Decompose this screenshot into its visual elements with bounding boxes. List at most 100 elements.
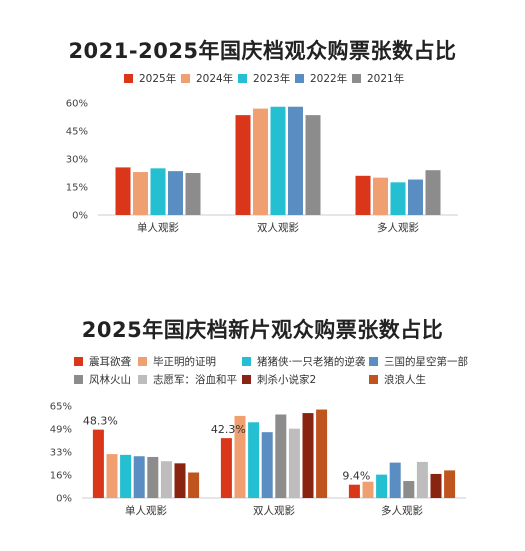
x-category-label: 多人观影: [377, 221, 419, 234]
legend-label: 毕正明的证明: [153, 356, 216, 368]
legend-swatch: [138, 357, 147, 366]
bar: [270, 106, 286, 215]
bar: [444, 470, 456, 498]
chart-2021-2025: 2021-2025年国庆档观众购票张数占比 2025年 2024年 2023年 202…: [0, 0, 525, 270]
legend-swatch: [181, 74, 190, 83]
data-label: 48.3%: [83, 415, 118, 428]
bar: [389, 462, 401, 498]
bar: [92, 429, 104, 498]
legend-swatch: [138, 375, 147, 384]
legend-label: 浪浪人生: [384, 374, 426, 386]
bar: [305, 115, 321, 215]
bar: [416, 461, 428, 498]
y-tick-label: 65%: [50, 402, 72, 413]
bar: [362, 481, 374, 498]
y-tick-label: 45%: [66, 127, 88, 138]
y-tick-label: 49%: [50, 425, 72, 436]
bar: [160, 461, 172, 498]
y-tick-label: 15%: [66, 183, 88, 194]
bar: [120, 454, 132, 498]
legend-label: 2022年: [310, 73, 348, 85]
bar-chart-plot: 0% 16% 33% 49% 65% 单人观影 48.3% 双人观影 42.3% 多人观影 9.4%: [50, 402, 466, 517]
y-tick-label: 33%: [50, 448, 72, 459]
bar: [235, 115, 251, 215]
legend-item: 三国的星空第一部: [369, 354, 468, 369]
chart-title: 2021-2025年国庆档观众购票张数占比: [68, 39, 457, 63]
legend-label: 猪猪侠·一只老猪的逆袭: [257, 356, 366, 368]
bar: [147, 456, 159, 498]
bar: [425, 170, 441, 215]
y-tick-label: 60%: [66, 99, 88, 110]
y-tick-label: 30%: [66, 155, 88, 166]
bar: [220, 438, 232, 498]
bar: [106, 454, 118, 498]
bar: [248, 422, 260, 498]
bar-chart-plot: 0% 15% 30% 45% 60% 单人观影 双人观影 多人观影: [66, 99, 458, 234]
legend-item: 震耳欲聋: [74, 354, 131, 369]
bar: [185, 173, 201, 215]
legend-label: 志愿军：浴血和平: [153, 374, 237, 386]
legend-item: 2021年: [352, 71, 404, 86]
legend-swatch: [352, 74, 361, 83]
bar: [253, 108, 268, 215]
legend-swatch: [238, 74, 247, 83]
legend-swatch: [369, 357, 378, 366]
legend-item: 2023年: [238, 71, 290, 86]
legend-swatch: [74, 357, 83, 366]
bar: [288, 106, 303, 215]
bar: [261, 432, 273, 498]
bar: [115, 167, 131, 215]
bar: [348, 484, 360, 498]
bar: [302, 413, 314, 498]
data-label: 42.3%: [211, 423, 246, 436]
bar: [174, 463, 186, 498]
bar: [133, 172, 148, 215]
bar: [188, 472, 200, 498]
legend-item: 志愿军：浴血和平: [138, 372, 237, 387]
bar: [403, 481, 415, 498]
legend-swatch: [369, 375, 378, 384]
y-tick-label: 0%: [56, 494, 72, 505]
legend-item: 猪猪侠·一只老猪的逆袭: [242, 354, 365, 369]
legend-label: 三国的星空第一部: [384, 356, 468, 368]
chart-title: 2025年国庆档新片观众购票张数占比: [81, 318, 444, 342]
bar: [390, 182, 406, 215]
bar: [408, 179, 423, 215]
x-category-label: 单人观影: [137, 221, 179, 234]
data-label: 9.4%: [342, 470, 370, 483]
legend-swatch: [295, 74, 304, 83]
x-category-label: 双人观影: [257, 221, 299, 234]
legend-label: 2025年: [139, 73, 177, 85]
legend-swatch: [242, 375, 251, 384]
legend-label: 震耳欲聋: [89, 356, 131, 368]
legend-swatch: [74, 375, 83, 384]
legend-label: 刺杀小说家2: [257, 374, 317, 386]
legend-label: 2024年: [196, 73, 234, 85]
y-tick-label: 0%: [72, 211, 88, 222]
legend-label: 风林火山: [89, 374, 131, 386]
bar: [376, 474, 388, 498]
y-tick-label: 16%: [50, 471, 72, 482]
legend-item: 2022年: [295, 71, 347, 86]
chart-2025-new-films: 2025年国庆档新片观众购票张数占比 震耳欲聋 毕正明的证明 猪猪侠·一只老猪的逆袭…: [0, 300, 525, 551]
x-category-label: 多人观影: [381, 504, 423, 517]
legend-item: 毕正明的证明: [138, 354, 216, 369]
bar: [168, 171, 183, 215]
bar: [133, 456, 145, 498]
bar: [373, 177, 388, 215]
bar: [150, 168, 166, 215]
bar: [275, 414, 287, 498]
bar: [430, 473, 442, 498]
legend-label: 2023年: [253, 73, 291, 85]
bar: [316, 409, 328, 498]
legend-item: 2024年: [181, 71, 233, 86]
bar: [355, 175, 371, 215]
legend-label: 2021年: [367, 73, 405, 85]
bar: [234, 415, 246, 498]
x-category-label: 单人观影: [125, 504, 167, 517]
legend-item: 风林火山: [74, 372, 131, 387]
legend-swatch: [124, 74, 133, 83]
legend-item: 浪浪人生: [369, 372, 426, 387]
legend-item: 刺杀小说家2: [242, 372, 316, 387]
legend-swatch: [242, 357, 251, 366]
